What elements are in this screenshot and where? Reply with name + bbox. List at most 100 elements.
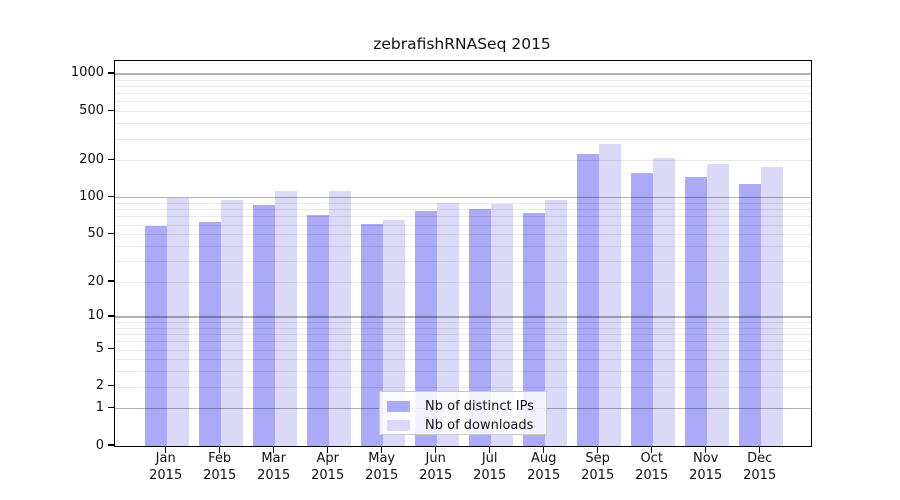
x-axis-label-may: May 2015 — [365, 451, 399, 483]
bar-distinct-ips-nov — [684, 177, 707, 446]
minor-gridline — [115, 349, 811, 351]
x-axis-label-nov: Nov 2015 — [689, 451, 723, 483]
bar-downloads-apr — [328, 190, 351, 446]
legend-row-downloads: Nb of downloads — [387, 417, 538, 433]
x-axis-tick — [219, 446, 221, 453]
y-axis-tick-label: 5 — [95, 341, 104, 356]
y-axis-tick — [108, 232, 114, 234]
bar-distinct-ips-aug — [522, 212, 545, 446]
bar-distinct-ips-sep — [576, 154, 599, 446]
bar-distinct-ips-mar — [252, 204, 275, 446]
bar-downloads-mar — [274, 190, 297, 446]
x-axis-tick — [759, 446, 761, 453]
legend-label-distinct-ips: Nb of distinct IPs — [425, 398, 534, 414]
x-axis-tick — [651, 446, 653, 453]
y-axis-tick — [108, 347, 114, 350]
bar-distinct-ips-oct — [630, 173, 653, 446]
y-axis-tick-label: 2 — [95, 378, 104, 394]
minor-gridline — [115, 111, 811, 113]
minor-gridline — [115, 224, 811, 226]
bar-downloads-dec — [760, 167, 783, 446]
minor-gridline — [115, 85, 811, 87]
minor-gridline — [115, 79, 811, 81]
legend: Nb of distinct IPs Nb of downloads — [379, 391, 547, 435]
legend-swatch-downloads-icon — [387, 419, 410, 431]
x-axis-tick — [543, 446, 545, 453]
x-axis-tick — [435, 446, 437, 453]
x-axis-tick — [327, 446, 329, 453]
y-axis-tick-label: 500 — [79, 102, 104, 118]
bar-downloads-sep — [598, 144, 621, 446]
major-gridline — [115, 316, 811, 318]
y-axis-tick-label: 10 — [87, 308, 104, 324]
bar-downloads-jul — [490, 203, 513, 446]
y-axis-tick-label: 200 — [79, 151, 104, 167]
bar-downloads-oct — [652, 158, 675, 446]
minor-gridline — [115, 123, 811, 125]
minor-gridline — [115, 138, 811, 140]
x-axis-tick — [597, 446, 599, 453]
x-axis-tick — [381, 446, 383, 453]
minor-gridline — [115, 322, 811, 323]
y-axis-tick-label: 100 — [79, 189, 104, 204]
bar-distinct-ips-feb — [198, 222, 221, 446]
legend-swatch-distinct-ips-icon — [387, 400, 410, 412]
bar-downloads-jun — [436, 202, 459, 446]
bar-distinct-ips-jul — [468, 209, 491, 446]
bar-downloads-feb — [220, 200, 243, 446]
bar-downloads-nov — [706, 164, 729, 446]
bar-distinct-ips-may — [360, 223, 383, 446]
y-axis-tick-label: 0 — [95, 437, 104, 453]
minor-gridline — [115, 386, 811, 388]
x-axis-tick — [165, 446, 167, 453]
minor-gridline — [115, 160, 811, 162]
x-axis-label-oct: Oct 2015 — [635, 451, 669, 483]
y-axis-tick — [108, 315, 114, 317]
minor-gridline — [115, 261, 811, 263]
y-axis-tick — [108, 109, 114, 111]
minor-gridline — [115, 371, 811, 373]
major-gridline — [115, 196, 811, 199]
y-axis-tick — [108, 407, 114, 409]
legend-label-downloads: Nb of downloads — [425, 417, 534, 433]
y-axis-tick — [108, 444, 114, 446]
y-axis-tick — [108, 385, 114, 387]
minor-gridline — [115, 234, 811, 236]
minor-gridline — [115, 282, 811, 283]
y-axis-tick-label: 20 — [87, 273, 104, 289]
minor-gridline — [115, 216, 811, 218]
minor-gridline — [115, 101, 811, 103]
minor-gridline — [115, 209, 811, 211]
bar-downloads-jan — [166, 197, 189, 446]
y-axis-tick — [108, 158, 114, 161]
bar-downloads-aug — [544, 200, 567, 446]
x-axis-label-apr: Apr 2015 — [311, 451, 345, 483]
y-axis-tick — [108, 280, 114, 282]
plot-area: Nb of distinct IPs Nb of downloads — [114, 60, 812, 447]
bar-distinct-ips-apr — [306, 214, 329, 446]
y-axis-tick-label: 50 — [87, 225, 104, 241]
minor-gridline — [115, 334, 811, 335]
minor-gridline — [115, 203, 811, 205]
bar-distinct-ips-dec — [738, 184, 761, 446]
x-axis-label-mar: Mar 2015 — [257, 451, 291, 483]
x-axis-label-dec: Dec 2015 — [743, 451, 777, 483]
minor-gridline — [115, 246, 811, 247]
minor-gridline — [115, 341, 811, 343]
x-axis-label-aug: Aug 2015 — [527, 451, 561, 483]
bar-downloads-may — [382, 219, 405, 446]
major-gridline — [115, 73, 811, 75]
minor-gridline — [115, 359, 811, 361]
y-axis-tick-label: 1 — [95, 400, 104, 416]
x-axis-label-sep: Sep 2015 — [581, 451, 615, 483]
chart-title: zebrafishRNASeq 2015 — [373, 35, 551, 53]
minor-gridline — [115, 327, 811, 329]
legend-row-distinct-ips: Nb of distinct IPs — [387, 398, 538, 414]
x-axis-tick — [489, 446, 491, 453]
x-axis-tick — [705, 446, 707, 453]
x-axis-label-jun: Jun 2015 — [419, 451, 453, 483]
y-axis-tick-label: 1000 — [70, 65, 104, 81]
x-axis-label-jul: Jul 2015 — [473, 451, 507, 483]
x-axis-tick — [273, 446, 275, 453]
